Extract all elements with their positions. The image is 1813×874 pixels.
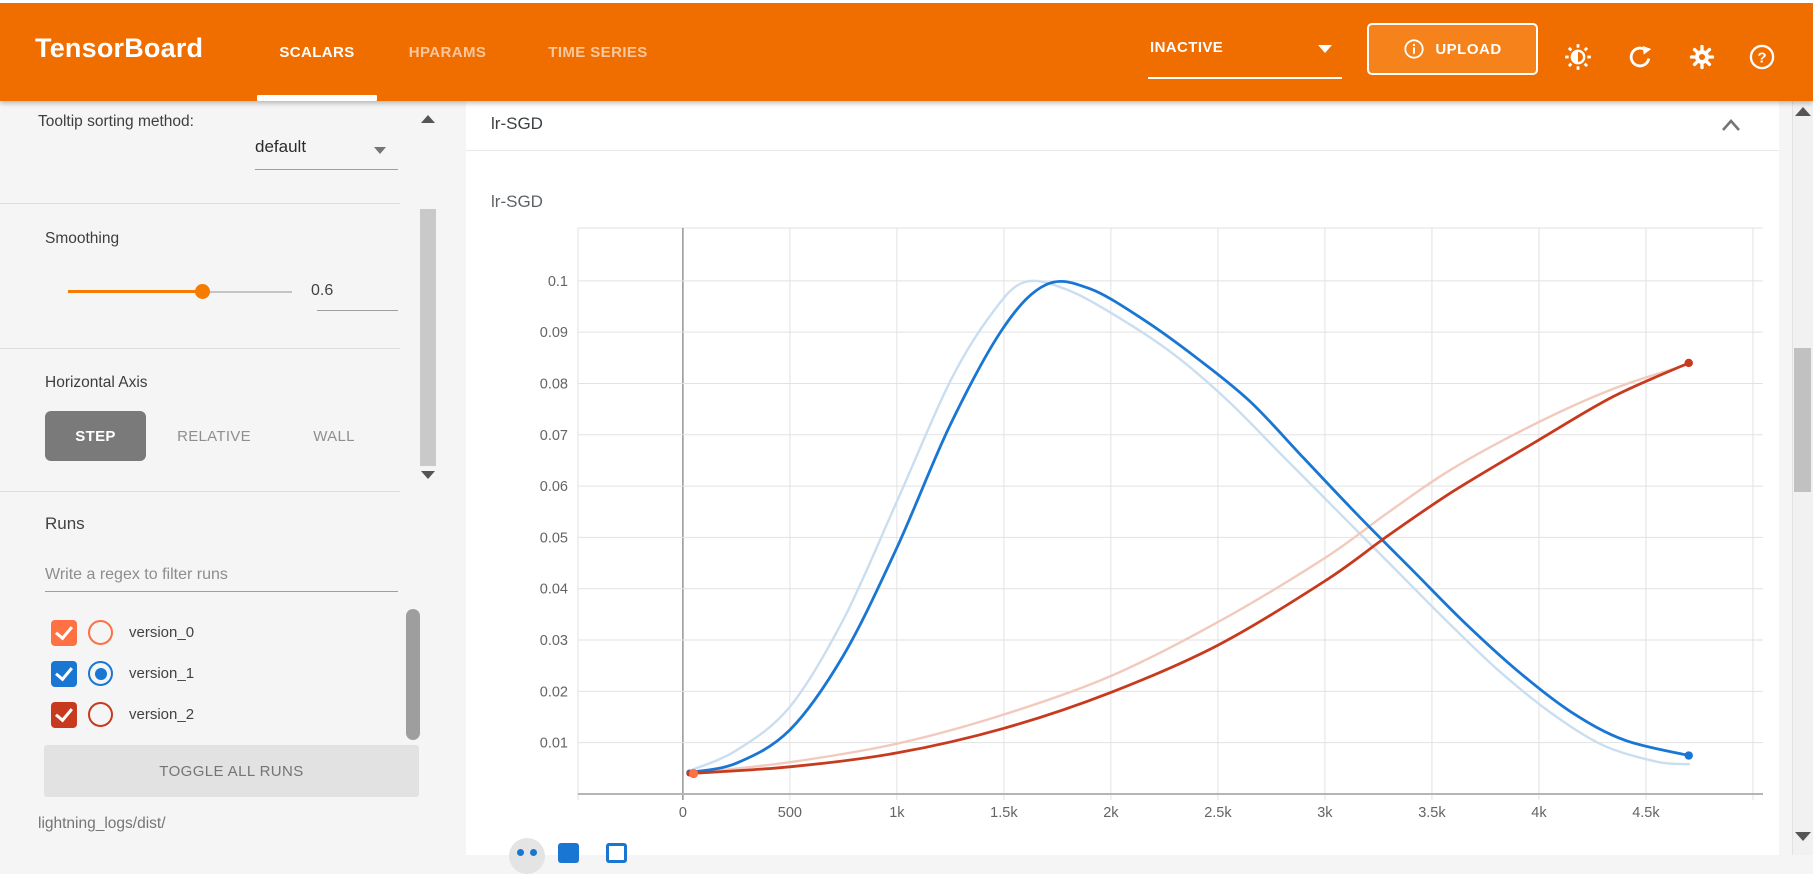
svg-text:3k: 3k (1317, 805, 1333, 821)
svg-text:1.5k: 1.5k (990, 805, 1018, 821)
svg-text:0.06: 0.06 (540, 479, 568, 495)
top-app-bar: TensorBoard SCALARS HPARAMS TIME SERIES … (0, 3, 1813, 101)
pill-dot-icon (530, 849, 537, 856)
smoothing-label: Smoothing (45, 230, 120, 247)
active-tab-indicator (257, 95, 377, 101)
svg-text:4k: 4k (1531, 805, 1547, 821)
tab-hparams[interactable]: HPARAMS (385, 3, 510, 101)
log-directory-label: lightning_logs/dist/ (38, 815, 166, 832)
window-top-strip (0, 0, 1813, 3)
axis-step-button[interactable]: STEP (45, 411, 146, 461)
run-checkbox-checked[interactable] (51, 619, 77, 646)
data-status-value: INACTIVE (1150, 39, 1224, 56)
tab-scalars-label: SCALARS (279, 43, 355, 61)
smoothing-slider-thumb[interactable] (195, 284, 211, 299)
chart-title: lr-SGD (491, 192, 543, 211)
expand-card-button[interactable] (558, 843, 579, 863)
svg-text:0.1: 0.1 (548, 274, 568, 290)
scalar-card: lr-SGD (466, 101, 1779, 855)
run-name-label: version_2 (129, 706, 195, 723)
run-row-version-2[interactable]: version_2 (44, 694, 374, 735)
select-underline (255, 169, 398, 170)
run-row-version-0[interactable]: version_0 (44, 612, 374, 653)
runs-filter-input[interactable]: Write a regex to filter runs (45, 566, 228, 583)
svg-text:3.5k: 3.5k (1418, 805, 1446, 821)
svg-text:500: 500 (778, 805, 802, 821)
axis-wall-button[interactable]: WALL (313, 427, 355, 445)
runs-list-scrollbar-thumb[interactable] (406, 609, 420, 740)
svg-text:0.07: 0.07 (540, 428, 568, 444)
scroll-up-icon[interactable] (1795, 107, 1811, 116)
upload-button-label: UPLOAD (1435, 40, 1502, 58)
runs-section-label: Runs (45, 514, 85, 533)
smoothing-slider-fill (68, 290, 203, 293)
settings-sidebar: Tooltip sorting method: default Smoothin… (0, 101, 438, 855)
help-button[interactable]: ? (1746, 41, 1778, 73)
tooltip-sorting-select[interactable]: default (255, 137, 307, 156)
tab-hparams-label: HPARAMS (408, 43, 487, 61)
scroll-down-icon[interactable] (421, 471, 435, 479)
svg-text:0.02: 0.02 (540, 684, 568, 700)
run-selector-pill[interactable] (509, 838, 545, 874)
svg-text:0.01: 0.01 (540, 736, 568, 752)
refresh-icon (1629, 45, 1652, 68)
svg-text:4.5k: 4.5k (1632, 805, 1660, 821)
card-title: lr-SGD (491, 114, 543, 133)
smoothing-value-input[interactable]: 0.6 (311, 282, 334, 299)
settings-scrollbar-thumb[interactable] (420, 209, 436, 466)
run-checkbox-checked[interactable] (51, 660, 77, 687)
svg-text:0.08: 0.08 (540, 376, 568, 392)
tab-time-series-label: TIME SERIES (548, 43, 648, 61)
svg-text:1k: 1k (889, 805, 905, 821)
axis-relative-button[interactable]: RELATIVE (177, 427, 251, 445)
smoothing-input-underline (317, 310, 398, 311)
chevron-down-icon[interactable] (374, 147, 386, 154)
svg-text:0: 0 (679, 805, 687, 821)
tooltip-sorting-label: Tooltip sorting method: (38, 113, 194, 130)
svg-text:0.04: 0.04 (540, 582, 568, 598)
dropdown-underline (1148, 77, 1342, 79)
scroll-down-icon[interactable] (1795, 832, 1811, 841)
upload-button[interactable]: UPLOAD (1367, 23, 1538, 75)
horizontal-axis-label: Horizontal Axis (45, 374, 148, 391)
run-row-version-1[interactable]: version_1 (44, 653, 374, 694)
runs-filter-underline (45, 591, 398, 592)
divider (0, 203, 400, 204)
brightness-toggle-button[interactable] (1562, 41, 1594, 73)
app-title: TensorBoard (35, 33, 204, 63)
page-scrollbar-thumb[interactable] (1794, 348, 1811, 492)
svg-text:0.05: 0.05 (540, 530, 568, 546)
tab-time-series[interactable]: TIME SERIES (523, 3, 673, 101)
pill-dot-icon (517, 849, 524, 856)
run-checkbox-checked[interactable] (51, 701, 77, 728)
fit-domain-button[interactable] (606, 843, 627, 863)
run-radio-unselected[interactable] (88, 620, 113, 645)
svg-text:?: ? (1757, 49, 1766, 66)
scroll-up-icon[interactable] (421, 115, 435, 123)
tab-scalars[interactable]: SCALARS (257, 3, 377, 101)
chevron-up-icon (1722, 119, 1740, 131)
svg-text:2.5k: 2.5k (1204, 805, 1232, 821)
divider (0, 491, 400, 492)
data-status-dropdown[interactable]: INACTIVE (1148, 31, 1342, 81)
toggle-all-runs-button[interactable]: TOGGLE ALL RUNS (44, 745, 419, 797)
reload-button[interactable] (1624, 41, 1656, 73)
divider (0, 348, 400, 349)
brightness-icon (1565, 44, 1591, 70)
collapse-card-button[interactable] (1716, 111, 1746, 141)
help-icon: ? (1749, 44, 1775, 70)
run-radio-unselected[interactable] (88, 702, 113, 727)
lr-sgd-line-chart[interactable]: 0 500 1k 1.5k 2k 2.5k 3k 3.5k 4k 4.5k 0.1 0.09 0.08 0… (460, 190, 1790, 840)
run-name-label: version_0 (129, 624, 195, 641)
run-radio-selected[interactable] (88, 661, 113, 686)
svg-text:0.03: 0.03 (540, 633, 568, 649)
run-name-label: version_1 (129, 665, 195, 682)
settings-button[interactable] (1686, 41, 1718, 73)
svg-text:2k: 2k (1103, 805, 1119, 821)
chevron-down-icon (1318, 45, 1332, 53)
gear-icon (1689, 44, 1715, 70)
svg-text:0.09: 0.09 (540, 325, 568, 341)
info-icon (1404, 39, 1424, 59)
divider (466, 150, 1779, 151)
